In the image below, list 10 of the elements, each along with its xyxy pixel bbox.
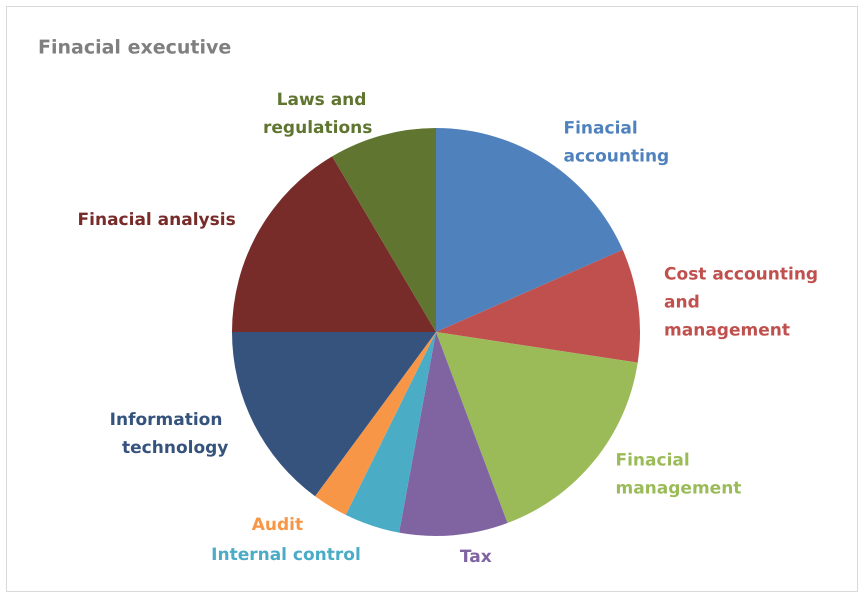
slice-label: Finacial accounting: [563, 118, 670, 167]
chart-title: Finacial executive: [38, 36, 232, 58]
slice-label: Finacial management: [615, 450, 742, 498]
slice-label: Information technology: [110, 410, 228, 458]
slice-label: Tax: [460, 547, 492, 568]
slice-label: Laws and regulations: [263, 90, 372, 138]
slice-label: Internal control: [211, 545, 361, 566]
slice-label: Cost accounting and management: [664, 264, 824, 340]
slice-label: Audit: [252, 515, 304, 536]
slice-label: Finacial analysis: [78, 210, 236, 230]
